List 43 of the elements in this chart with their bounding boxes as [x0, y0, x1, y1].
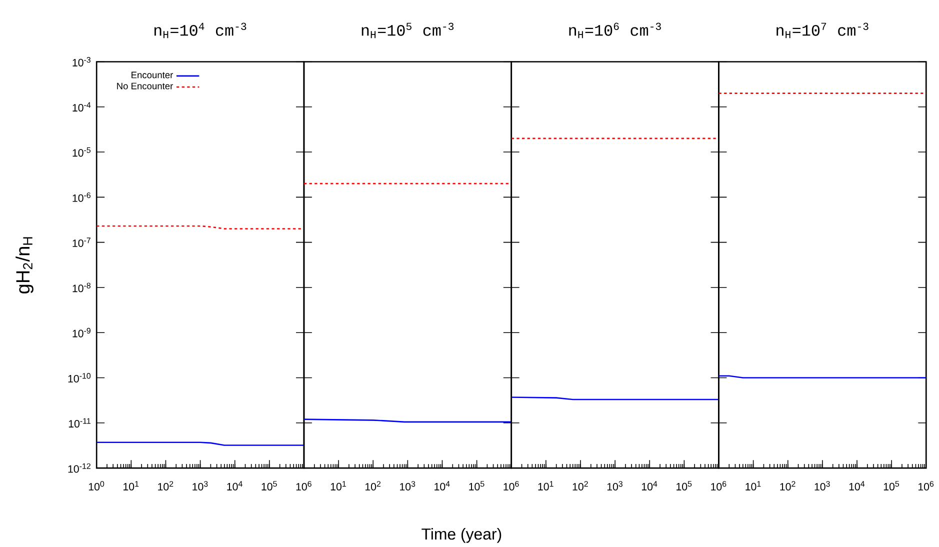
x-tick-label: 10$^{6}$ [296, 480, 312, 490]
x-tick-label: 10$^{5}$ [676, 480, 692, 490]
x-tick-label: 10$^{0}$ [88, 480, 104, 490]
y-tick-label: 10$^{-4}$ [72, 102, 91, 112]
x-axis-title: Time (year) [422, 528, 502, 543]
y-tick-label: 10$^{-3}$ [72, 56, 90, 66]
chart-title: n$_{H}$=10$^{6}$ cm$^{-3}$ [569, 22, 661, 38]
chart-title: n$_{H}$=10$^{5}$ cm$^{-3}$ [362, 22, 454, 38]
y-tick-label: 10$^{-10}$ [68, 372, 91, 382]
x-tick-label: 10$^{3}$ [607, 480, 622, 490]
chart-title: n$_{H}$=10$^{7}$ cm$^{-3}$ [776, 22, 868, 38]
x-tick-label: 10$^{1}$ [746, 480, 761, 490]
x-tick-label: 10$^{3}$ [814, 480, 830, 490]
y-axis-title: gH$_{2}$/n$_{H}$ [16, 237, 34, 294]
legend-label: Encounter [132, 72, 174, 78]
x-tick-label: 10$^{6}$ [504, 480, 519, 490]
x-tick-label: 10$^{1}$ [330, 480, 346, 490]
x-tick-label: 10$^{1}$ [124, 480, 139, 490]
x-tick-label: 10$^{2}$ [365, 480, 381, 490]
x-tick-label: 10$^{5}$ [884, 480, 900, 490]
x-tick-label: 10$^{2}$ [158, 480, 174, 490]
x-tick-label: 10$^{4}$ [227, 480, 242, 490]
x-tick-label: 10$^{6}$ [711, 480, 726, 490]
x-tick-label: 10$^{2}$ [572, 480, 588, 490]
x-tick-label: 10$^{3}$ [400, 480, 416, 490]
x-tick-label: 10$^{4}$ [849, 480, 865, 490]
x-tick-label: 10$^{5}$ [262, 480, 277, 490]
chart-title: n$_{H}$=10$^{4}$ cm$^{-3}$ [154, 22, 246, 38]
y-tick-label: 10$^{-6}$ [72, 192, 90, 202]
x-tick-label: 10$^{3}$ [192, 480, 208, 490]
y-tick-label: 10$^{-9}$ [72, 328, 90, 338]
y-tick-label: 10$^{-5}$ [72, 147, 91, 157]
x-tick-label: 10$^{2}$ [780, 480, 796, 490]
x-tick-label: 10$^{5}$ [469, 480, 484, 490]
y-tick-label: 10$^{-11}$ [68, 418, 90, 428]
legend-label: No Encounter [117, 82, 173, 90]
y-tick-label: 10$^{-7}$ [72, 238, 90, 247]
x-tick-label: 10$^{4}$ [434, 480, 450, 490]
y-tick-label: 10$^{-12}$ [68, 463, 90, 473]
x-tick-label: 10$^{1}$ [538, 480, 554, 490]
x-tick-label: 10$^{4}$ [642, 480, 658, 490]
y-tick-label: 10$^{-8}$ [72, 282, 90, 292]
x-tick-label: 10$^{6}$ [918, 480, 934, 490]
